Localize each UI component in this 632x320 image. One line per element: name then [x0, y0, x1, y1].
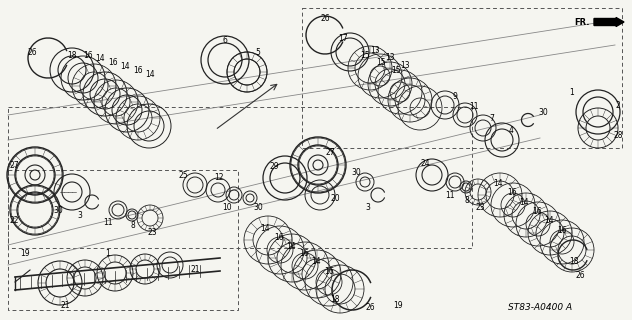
- Text: 16: 16: [133, 66, 143, 75]
- Text: 26: 26: [320, 13, 330, 22]
- Text: 14: 14: [95, 53, 105, 62]
- Text: 12: 12: [214, 172, 224, 181]
- Text: 11: 11: [446, 190, 455, 199]
- Text: 23: 23: [147, 228, 157, 236]
- Text: 14: 14: [311, 258, 321, 267]
- Text: 15: 15: [376, 58, 386, 67]
- Text: 3: 3: [78, 211, 82, 220]
- Text: 16: 16: [83, 51, 93, 60]
- Text: 13: 13: [400, 60, 410, 69]
- Text: 6: 6: [222, 36, 228, 44]
- Text: 5: 5: [255, 47, 260, 57]
- Text: 15: 15: [391, 66, 401, 75]
- Text: 7: 7: [490, 114, 494, 123]
- Text: 13: 13: [385, 52, 395, 61]
- Text: 13: 13: [370, 45, 380, 54]
- Text: 2: 2: [616, 100, 621, 109]
- Text: 21: 21: [190, 266, 200, 275]
- Text: 16: 16: [507, 188, 517, 196]
- Text: 16: 16: [324, 267, 334, 276]
- Text: 17: 17: [338, 34, 348, 43]
- Text: 26: 26: [575, 270, 585, 279]
- Text: 14: 14: [260, 223, 270, 233]
- Text: 26: 26: [365, 303, 375, 313]
- Text: 16: 16: [557, 226, 567, 235]
- Text: 30: 30: [53, 205, 63, 214]
- Text: 14: 14: [120, 61, 130, 70]
- Text: 4: 4: [509, 125, 513, 134]
- Text: 1: 1: [106, 249, 111, 258]
- Text: 18: 18: [569, 258, 579, 267]
- FancyArrow shape: [594, 18, 624, 27]
- Text: FR.: FR.: [574, 18, 590, 27]
- Text: 8: 8: [465, 196, 470, 204]
- Text: 3: 3: [365, 203, 370, 212]
- Text: 28: 28: [613, 131, 623, 140]
- Text: 18: 18: [331, 295, 340, 305]
- Text: 14: 14: [145, 69, 155, 78]
- Text: 16: 16: [274, 233, 284, 242]
- Text: 22: 22: [9, 215, 19, 225]
- Text: 24: 24: [420, 158, 430, 167]
- Text: 10: 10: [222, 203, 232, 212]
- Text: 27: 27: [325, 148, 335, 156]
- Text: 29: 29: [269, 162, 279, 171]
- Text: 16: 16: [532, 206, 542, 215]
- Text: 14: 14: [286, 242, 296, 251]
- Text: 14: 14: [519, 197, 529, 206]
- Text: 23: 23: [475, 203, 485, 212]
- Text: 25: 25: [178, 171, 188, 180]
- Text: 14: 14: [544, 215, 554, 225]
- Text: 11: 11: [103, 218, 112, 227]
- Text: 21: 21: [60, 300, 70, 309]
- Text: 27: 27: [9, 161, 19, 170]
- Text: ST83-A0400 A: ST83-A0400 A: [508, 302, 572, 311]
- Text: 8: 8: [131, 220, 135, 229]
- Text: 16: 16: [108, 58, 118, 67]
- Text: 19: 19: [393, 300, 403, 309]
- Text: 1: 1: [569, 87, 574, 97]
- Text: 18: 18: [67, 51, 76, 60]
- Text: 30: 30: [351, 167, 361, 177]
- Text: 9: 9: [453, 92, 458, 100]
- Text: 15: 15: [360, 51, 370, 60]
- Text: 30: 30: [538, 108, 548, 116]
- Text: 16: 16: [299, 250, 309, 259]
- Text: 19: 19: [20, 249, 30, 258]
- Text: 26: 26: [27, 47, 37, 57]
- Text: 11: 11: [469, 101, 479, 110]
- Text: 30: 30: [253, 203, 263, 212]
- Text: 14: 14: [493, 179, 503, 188]
- Text: 20: 20: [330, 194, 340, 203]
